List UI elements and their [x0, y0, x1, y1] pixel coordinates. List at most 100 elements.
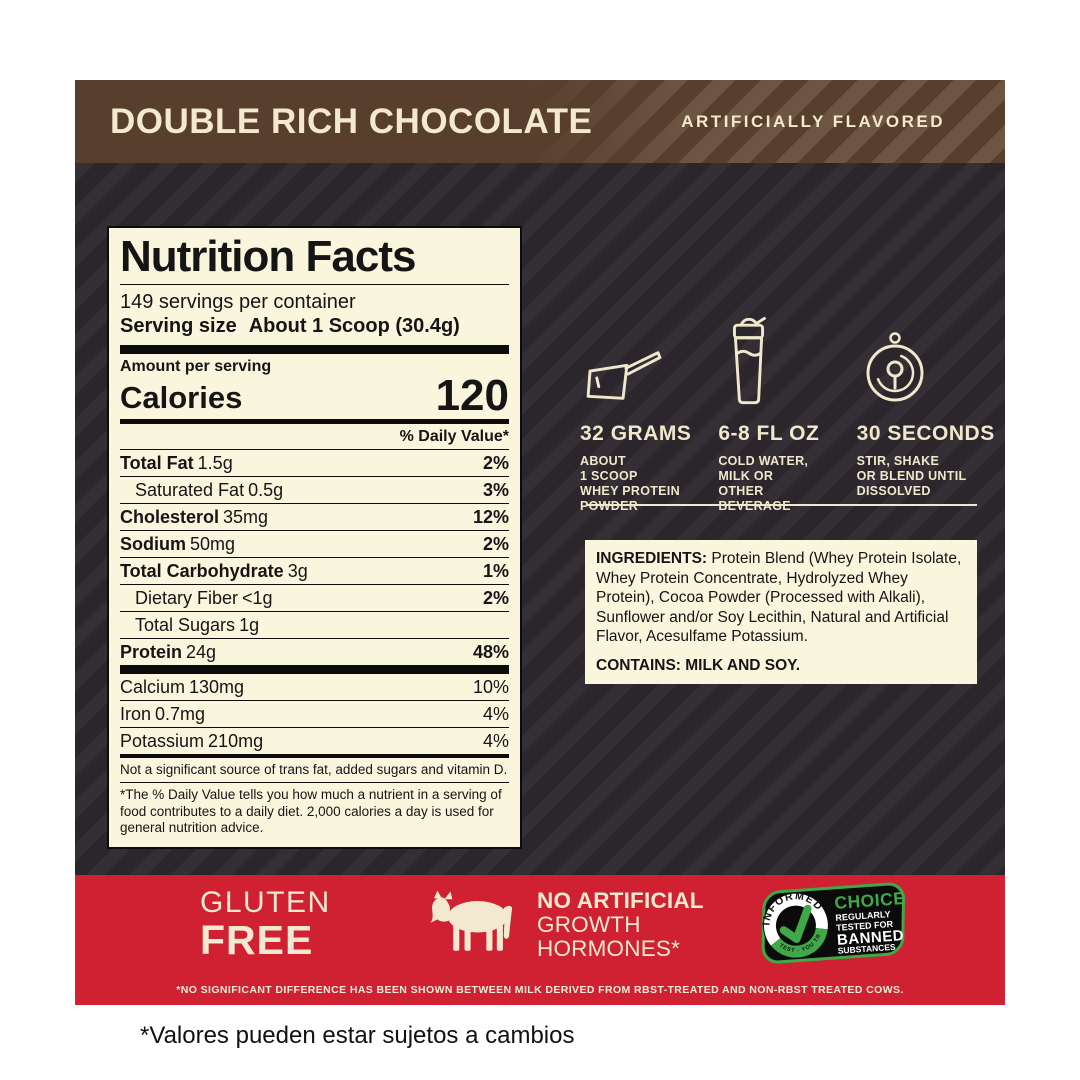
gluten-free-line2: FREE — [200, 917, 314, 963]
step-line: OTHER — [718, 484, 764, 498]
nutrient-row-total-fat: Total Fat 1.5g 2% — [120, 449, 509, 476]
nutrient-row-total-carbohydrate: Total Carbohydrate 3g 1% — [120, 557, 509, 584]
calories-row: Calories 120 — [120, 371, 509, 420]
step-line: ABOUT — [580, 454, 626, 468]
nutrient-row-saturated-fat: Saturated Fat 0.5g 3% — [120, 476, 509, 503]
serving-size-value: About 1 Scoop (30.4g) — [248, 315, 460, 337]
nutrient-row-calcium: Calcium 130mg 10% — [120, 674, 509, 700]
nutrition-facts-panel: Nutrition Facts 149 servings per contain… — [107, 226, 522, 849]
ingredients-box: INGREDIENTS: Protein Blend (Whey Protein… — [585, 540, 977, 684]
badge-line3: BANNED — [836, 927, 904, 949]
scoop-icon — [580, 312, 718, 408]
step-line: 1 SCOOP — [580, 469, 638, 483]
step-line: OR BLEND UNTIL — [856, 469, 967, 483]
shaker-bottle-icon — [718, 312, 856, 408]
timer-icon — [857, 312, 995, 408]
calories-value: 120 — [435, 371, 509, 420]
nutrient-dv: 12% — [472, 507, 509, 527]
flavor-banner: DOUBLE RICH CHOCOLATE ARTIFICIALLY FLAVO… — [75, 80, 1005, 163]
nutrient-dv: 4% — [482, 704, 509, 724]
step-line: BEVERAGE — [718, 499, 791, 513]
product-label: DOUBLE RICH CHOCOLATE ARTIFICIALLY FLAVO… — [75, 80, 1005, 1005]
daily-value-footnote: *The % Daily Value tells you how much a … — [120, 787, 502, 835]
direction-step-time: 30 SECONDS STIR, SHAKE OR BLEND UNTIL DI… — [857, 312, 995, 514]
nutrient-amount: 3g — [287, 561, 308, 581]
nutrient-amount: 24g — [186, 642, 217, 662]
flavor-title: DOUBLE RICH CHOCOLATE — [110, 101, 593, 141]
nutrient-dv: 1% — [482, 561, 509, 581]
nutrient-row-dietary-fiber: Dietary Fiber <1g 2% — [120, 584, 509, 611]
nutrient-name: Protein — [120, 642, 183, 662]
step-heading: 6-8 FL OZ — [718, 422, 820, 445]
step-line: WHEY PROTEIN — [580, 484, 680, 498]
nutrition-facts-title: Nutrition Facts — [120, 235, 509, 285]
step-line: DISSOLVED — [856, 484, 931, 498]
nutrient-name: Total Fat — [120, 453, 194, 473]
divider-thick — [120, 345, 509, 354]
direction-step-liquid: 6-8 FL OZ COLD WATER, MILK OR OTHER BEVE… — [718, 312, 856, 514]
no-hormones-line3: HORMONES* — [537, 935, 681, 961]
nutrient-row-iron: Iron 0.7mg 4% — [120, 700, 509, 727]
nutrient-row-sodium: Sodium 50mg 2% — [120, 530, 509, 557]
nutrient-row-potassium: Potassium 210mg 4% — [120, 727, 509, 754]
no-hormones-text: NO ARTIFICIAL GROWTH HORMONES* — [537, 887, 704, 961]
serving-size-row: Serving size About 1 Scoop (30.4g) — [120, 314, 509, 339]
nutrient-dv: 2% — [482, 453, 509, 473]
nutrient-amount: 0.7mg — [155, 704, 206, 724]
daily-value-header: % Daily Value* — [399, 428, 509, 445]
nutrient-amount: 35mg — [223, 507, 269, 527]
not-significant-note: Not a significant source of trans fat, a… — [120, 762, 508, 777]
nutrient-name: Cholesterol — [120, 507, 220, 527]
rbst-disclaimer: *NO SIGNIFICANT DIFFERENCE HAS BEEN SHOW… — [176, 984, 904, 996]
nutrient-dv: 4% — [482, 731, 509, 751]
step-detail: ABOUT 1 SCOOP WHEY PROTEIN POWDER — [580, 454, 718, 514]
choice-text: CHOICE — [834, 888, 906, 913]
nutrient-name: Iron — [120, 704, 152, 724]
directions-row: 32 GRAMS ABOUT 1 SCOOP WHEY PROTEIN POWD… — [580, 312, 995, 514]
allergen-statement: CONTAINS: MILK AND SOY. — [596, 656, 801, 674]
nutrient-name: Dietary Fiber — [135, 588, 239, 608]
nutrient-row-total-sugars: Total Sugars 1g — [120, 611, 509, 638]
badge-line4: SUBSTANCES — [837, 942, 896, 956]
divider-thick — [120, 665, 509, 674]
step-heading: 32 GRAMS — [580, 422, 692, 445]
nutrient-amount: 50mg — [190, 534, 236, 554]
servings-per-container: 149 servings per container — [120, 291, 356, 313]
nutrient-amount: 210mg — [208, 731, 264, 751]
nutrient-row-cholesterol: Cholesterol 35mg 12% — [120, 503, 509, 530]
gluten-free-claim: GLUTEN FREE — [200, 888, 331, 961]
nutrient-name: Sodium — [120, 534, 186, 554]
nutrient-name: Calcium — [120, 677, 186, 697]
claims-banner: GLUTEN FREE — [75, 875, 1005, 1005]
calories-label: Calories — [120, 380, 243, 415]
step-line: MILK OR — [718, 469, 774, 483]
ingredients-text: INGREDIENTS: Protein Blend (Whey Protein… — [596, 549, 966, 647]
nutrient-name: Saturated Fat — [135, 480, 245, 500]
divider-thin — [120, 782, 509, 783]
step-line: POWDER — [580, 499, 639, 513]
nutrient-dv: 2% — [482, 534, 509, 554]
amount-per-serving-label: Amount per serving — [120, 358, 272, 375]
nutrient-row-protein: Protein 24g 48% — [120, 638, 509, 665]
nutrient-dv: 48% — [472, 642, 509, 662]
nutrient-name: Potassium — [120, 731, 205, 751]
divider-medium — [120, 754, 509, 758]
cow-icon — [427, 887, 523, 962]
gluten-free-line1: GLUTEN — [200, 886, 331, 919]
divider-cream — [587, 504, 977, 506]
values-subject-to-change-caption: *Valores pueden estar sujetos a cambios — [140, 1022, 575, 1049]
nutrient-dv: 2% — [482, 588, 509, 608]
nutrient-amount: 130mg — [189, 677, 245, 697]
step-line: STIR, SHAKE — [856, 454, 940, 468]
direction-step-scoop: 32 GRAMS ABOUT 1 SCOOP WHEY PROTEIN POWD… — [580, 312, 718, 514]
ingredients-label: INGREDIENTS: — [596, 550, 708, 567]
nutrient-name: Total Sugars — [135, 615, 236, 635]
nutrient-amount: 1.5g — [197, 453, 233, 473]
badge-line1: REGULARLY — [835, 909, 891, 923]
serving-size-label: Serving size — [120, 315, 237, 337]
no-hormones-line1: NO ARTIFICIAL — [537, 887, 704, 913]
nutrient-amount: <1g — [242, 588, 273, 608]
banner-stripes-decoration — [521, 80, 1005, 163]
ingredients-list: Protein Blend (Whey Protein Isolate, Whe… — [596, 550, 962, 645]
nutrient-dv: 3% — [482, 480, 509, 500]
